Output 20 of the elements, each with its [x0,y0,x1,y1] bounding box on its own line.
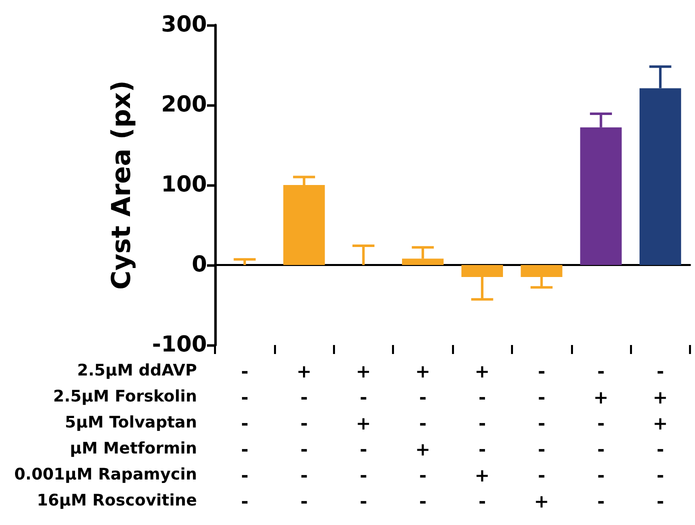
text: 2.5µM Forskolin [53,386,197,406]
y-axis-title: Cyst Area (px) [107,80,137,290]
y-tick-label: 100 [161,172,207,198]
x-tick-label: + - - - + - [474,362,490,512]
y-tick-label: 0 [192,252,207,278]
text: 5µM Tolvaptan [64,412,198,432]
x-tick-label: + - + - - - [356,362,371,512]
text: 2.5µM ddAVP [77,360,198,380]
x-tick-label: - - - - - + [534,362,550,512]
y-tick-label: 200 [161,92,207,118]
x-tick-label: - + - - - - [593,362,608,512]
x-tick-label: - + + - - - [652,362,668,512]
text: µM Metformin [70,438,197,458]
text: 0.001µM Rapamycin [14,464,197,484]
x-tick-label: + - - + - - [415,362,430,512]
y-tick-label: 300 [161,12,207,38]
text: 16µM Roscovitine [36,490,198,510]
x-tick-label: - - - - - - [240,362,248,512]
y-tick-label: -100 [152,332,207,358]
x-tick-label: + - - - - - [296,362,312,512]
